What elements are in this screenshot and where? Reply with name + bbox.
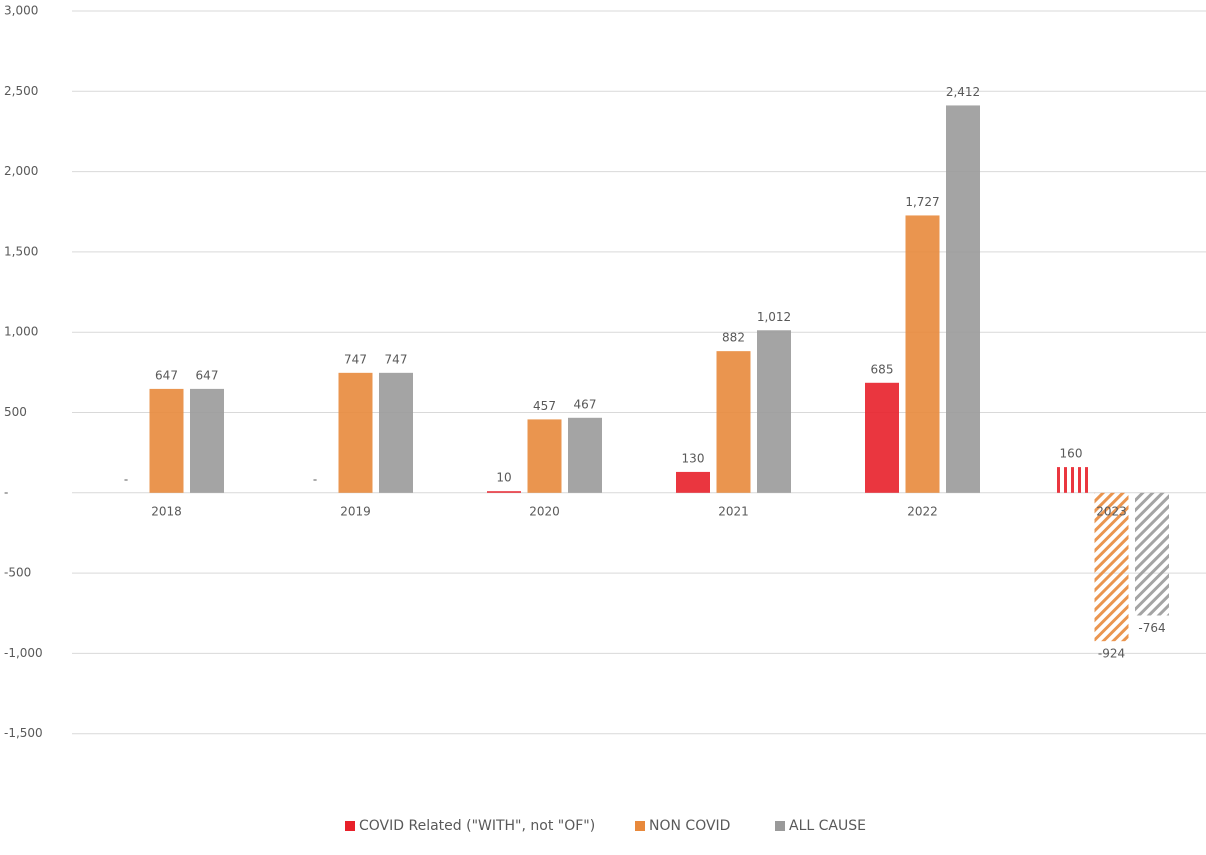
value-label: 467 [574,397,597,411]
bar [1135,492,1169,616]
value-label: 1,727 [905,195,939,209]
x-tick-label: 2023 [1096,504,1127,518]
value-label: 685 [871,362,894,376]
value-label: - [313,472,317,486]
value-label: 747 [344,352,367,366]
bar [1094,492,1129,642]
bar [527,419,562,493]
x-tick-label: 2019 [340,504,371,518]
y-tick-label: - [4,485,8,499]
legend-swatch [345,821,355,831]
bar [487,491,521,493]
bar [1054,467,1088,493]
y-tick-label: -1,500 [4,726,43,740]
x-tick-label: 2021 [718,504,749,518]
value-label: 1,012 [757,310,791,324]
x-tick-label: 2018 [151,504,182,518]
y-tick-label: -500 [4,566,31,580]
bar [905,215,940,493]
y-tick-label: 1,000 [4,325,38,339]
bar [568,417,602,493]
legend-label: COVID Related ("WITH", not "OF") [359,818,595,834]
bar [716,351,751,493]
value-label: 882 [722,331,745,345]
value-label: 10 [496,471,511,485]
value-label: -764 [1138,621,1165,635]
bar [946,105,980,493]
value-label: 747 [385,352,408,366]
x-tick-label: 2022 [907,504,938,518]
value-label: 2,412 [946,85,980,99]
value-label: 457 [533,399,556,413]
bar [379,372,413,493]
value-label: 647 [196,368,219,382]
value-label: 647 [155,368,178,382]
legend-label: ALL CAUSE [789,818,866,834]
x-tick-label: 2020 [529,504,560,518]
bar [676,471,710,493]
y-tick-label: 500 [4,405,27,419]
bar [190,388,224,493]
bar [865,382,899,493]
y-tick-label: 2,000 [4,164,38,178]
y-tick-label: -1,000 [4,646,43,660]
value-label: -924 [1098,647,1125,661]
bar [149,388,184,493]
value-label: 160 [1060,447,1083,461]
y-tick-label: 2,500 [4,84,38,98]
bar [338,372,373,493]
bar [757,330,791,493]
y-tick-label: 3,000 [4,4,38,18]
value-label: 130 [682,451,705,465]
value-label: - [124,472,128,486]
legend-swatch [635,821,645,831]
legend-label: NON COVID [649,818,730,834]
y-tick-label: 1,500 [4,244,38,258]
legend-swatch [775,821,785,831]
